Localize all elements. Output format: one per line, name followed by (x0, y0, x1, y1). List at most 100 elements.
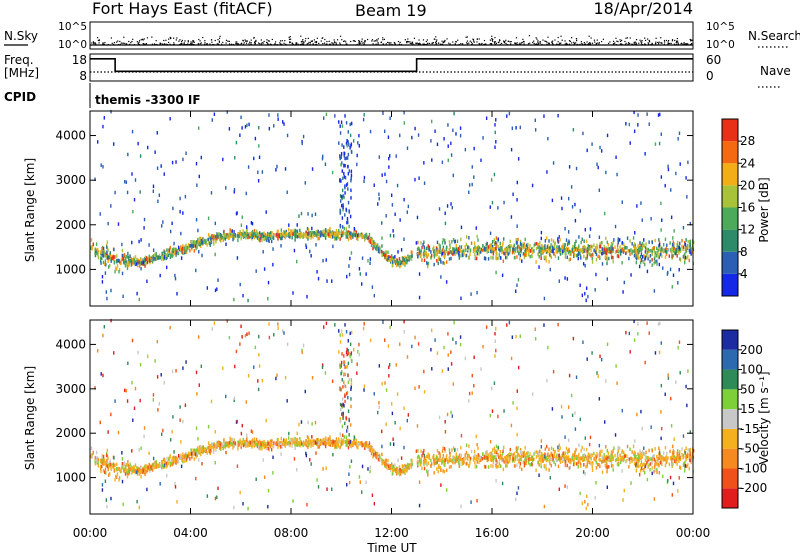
power-cell (392, 260, 394, 264)
nsearch-dot (485, 43, 487, 45)
power-cell (258, 234, 260, 238)
nsearch-dot (665, 39, 668, 42)
velocity-cell (501, 454, 503, 458)
nsearch-dot (187, 43, 189, 45)
power-cell (510, 244, 512, 248)
nsearch-dot (596, 42, 598, 44)
power-cell (580, 240, 582, 245)
nsearch-dot (267, 40, 270, 42)
power-cell (346, 220, 348, 225)
power-cell (392, 256, 395, 260)
power-cell (508, 111, 511, 116)
velocity-cell (161, 459, 163, 464)
nsearch-dot (339, 43, 342, 45)
power-cell (184, 250, 186, 255)
velocity-cell (576, 456, 579, 460)
power-cell (334, 233, 336, 237)
velocity-cell (606, 462, 608, 466)
power-cell (369, 238, 372, 243)
power-cell (365, 272, 367, 276)
power-cell (515, 241, 518, 245)
nsearch-dot (363, 42, 365, 44)
power-cell (483, 246, 486, 251)
nsearch-dot (117, 40, 119, 42)
nsearch-dot (452, 41, 454, 43)
nsearch-dot (628, 42, 630, 44)
power-cell (269, 232, 271, 236)
power-cell (454, 252, 456, 257)
nsearch-dot (625, 37, 627, 39)
velocity-cell (408, 464, 410, 468)
power-cell (463, 249, 465, 254)
power-cell (421, 245, 423, 250)
nsearch-dot (470, 41, 473, 43)
power-cell (503, 237, 505, 241)
power-cell (633, 246, 636, 250)
power-cell (501, 245, 503, 250)
nsearch-dot (168, 38, 170, 40)
power-cell (678, 267, 680, 272)
velocity-cell (504, 455, 506, 460)
nsearch-dot (255, 40, 257, 43)
power-cell (667, 167, 670, 172)
power-cell (176, 292, 178, 296)
power-cell (621, 200, 623, 204)
power-cell (490, 178, 493, 182)
power-cell (172, 252, 175, 257)
velocity-cell (631, 456, 633, 461)
power-cell (509, 239, 511, 244)
velocity-cell (537, 453, 539, 458)
power-cell (646, 269, 649, 274)
power-cell (528, 249, 530, 253)
nsearch-dot (443, 40, 445, 43)
power-cell (340, 120, 343, 125)
power-cell (572, 245, 575, 249)
power-cell (519, 257, 521, 261)
power-cell (649, 254, 652, 258)
velocity-cell (512, 457, 514, 461)
power-cell (439, 246, 441, 251)
power-cell (341, 169, 343, 173)
velocity-cell (612, 468, 614, 472)
power-cell (519, 125, 521, 130)
power-cell (665, 250, 668, 254)
power-cell (540, 230, 543, 235)
power-cell (363, 179, 365, 184)
power-cell (226, 232, 228, 237)
velocity-cell (283, 438, 285, 442)
nsearch-dot (204, 42, 206, 44)
nsearch-dot (568, 40, 571, 42)
power-cell (345, 227, 348, 231)
noise-right-tick-top: 10^5 (706, 21, 735, 33)
nsearch-dot (307, 37, 309, 40)
velocity-cell (425, 459, 427, 463)
power-cell (172, 247, 175, 251)
nsearch-dot (548, 43, 550, 45)
nsearch-dot (601, 40, 603, 43)
power-cell (604, 211, 606, 216)
power-cell (489, 205, 491, 209)
power-cell (648, 122, 650, 126)
velocity-cell (337, 440, 339, 445)
power-cell (553, 241, 556, 246)
power-cell (585, 298, 587, 303)
velocity-cell (421, 453, 423, 458)
velocity-cell (438, 451, 440, 455)
power-cell (165, 253, 167, 257)
power-cell (447, 158, 449, 163)
power-cell (114, 266, 117, 270)
nsearch-dot (102, 42, 104, 44)
nsearch-dot (113, 42, 116, 44)
power-cell (486, 241, 488, 246)
power-cell (240, 235, 243, 239)
nsearch-dot (466, 40, 469, 42)
power-cell (392, 259, 395, 264)
power-cell (322, 233, 324, 237)
power-cell (421, 258, 423, 262)
nsearch-dot (315, 43, 317, 46)
power-cell (347, 237, 350, 242)
power-cell (262, 250, 264, 254)
power-cell (516, 255, 518, 259)
power-cell (215, 234, 217, 239)
power-cell (156, 131, 158, 135)
